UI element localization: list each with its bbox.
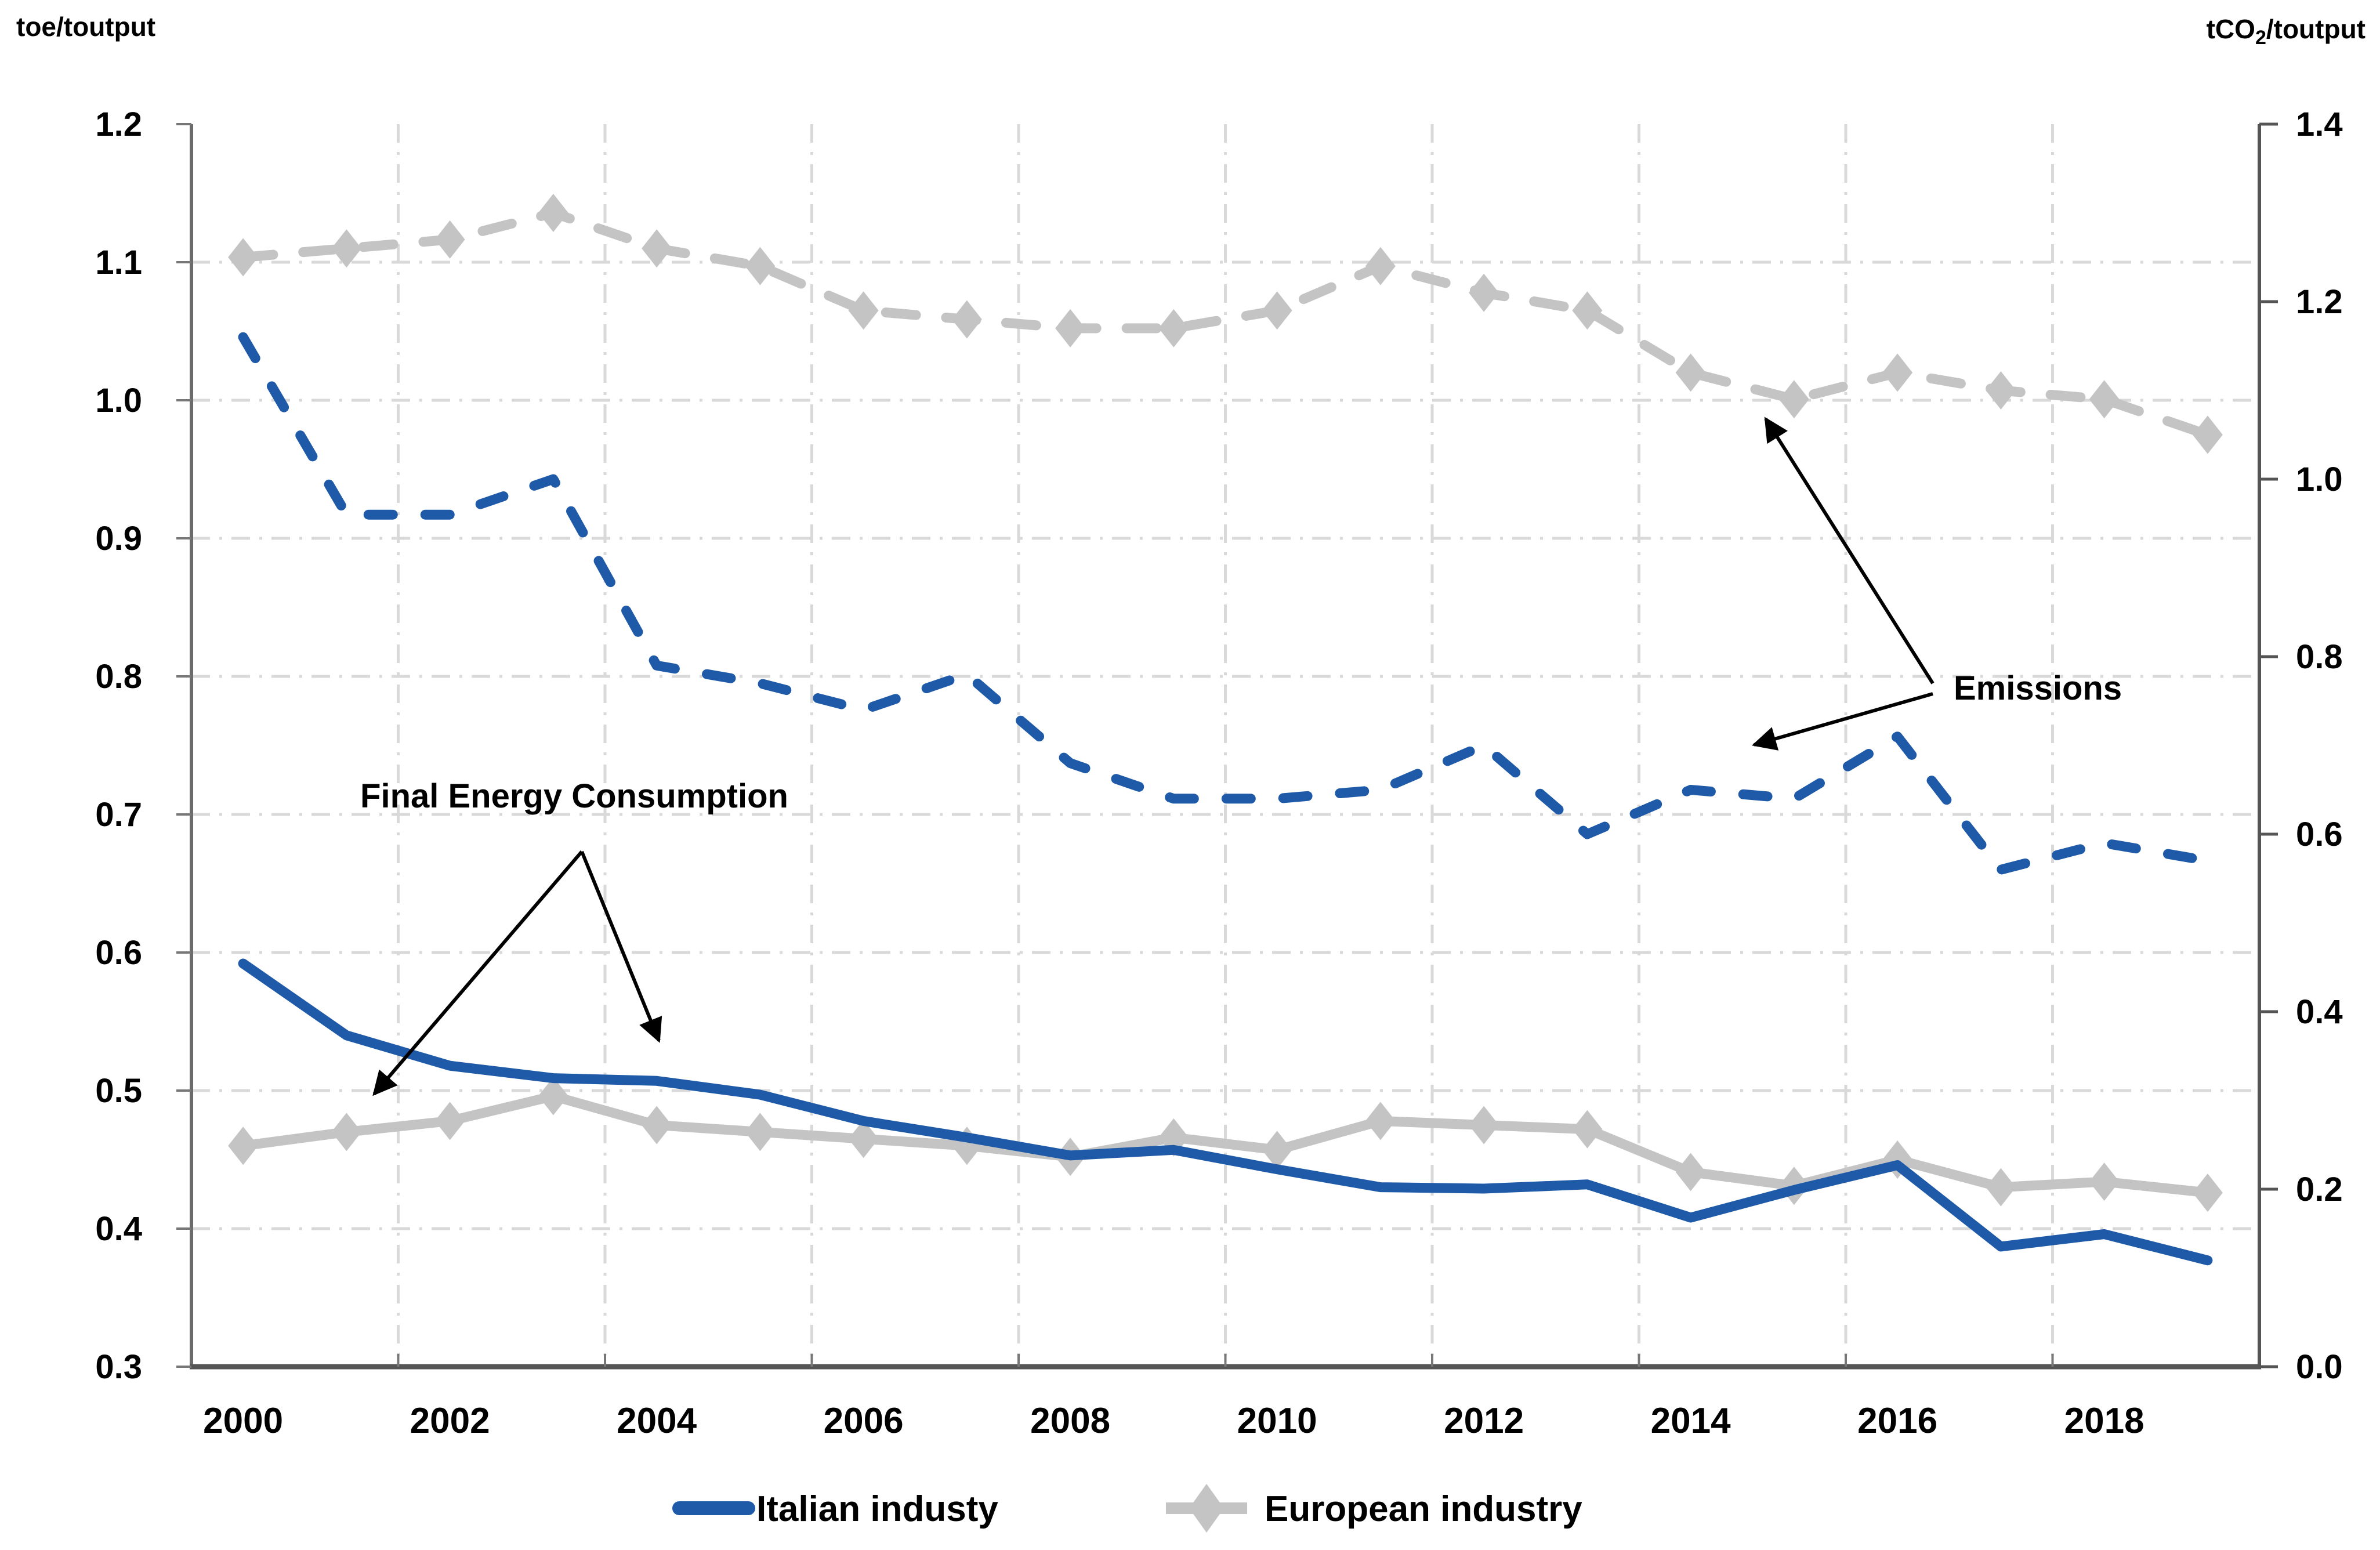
right-axis-tick-label: 0.4 (2296, 993, 2343, 1031)
annotation-arrow-to-italian-emissions (1751, 692, 1933, 751)
series-european-consumption-diamond-marker (2192, 1174, 2223, 1212)
x-axis-tick-label: 2000 (203, 1401, 283, 1441)
series-european-emissions-diamond-marker (2192, 415, 2223, 454)
series-european-emissions-diamond-marker (745, 247, 776, 285)
series-european-emissions-diamond-marker (1262, 291, 1292, 330)
series-european-consumption-diamond-marker (434, 1102, 465, 1140)
annotation-arrow-to-european-emissions (1764, 417, 1935, 685)
x-axis-tick-label: 2016 (1857, 1401, 1937, 1441)
left-axis-tick-label: 0.4 (95, 1210, 142, 1248)
x-axis-tick-label: 2018 (2064, 1401, 2144, 1441)
series-european-emissions-diamond-marker (331, 229, 362, 268)
left-axis-title: toe/toutput (16, 12, 155, 42)
legend-diamond-icon (1189, 1484, 1224, 1533)
annotation-arrow-to-italian-consumption (580, 850, 662, 1043)
series-european-emissions-diamond-marker (1778, 380, 1809, 419)
series-european-emissions-line (238, 208, 2213, 440)
series-european-consumption-diamond-marker (538, 1077, 568, 1116)
legend-item-italian-industy: Italian industy (672, 1489, 998, 1529)
series-european-emissions-diamond-marker (1055, 309, 1086, 347)
series-european-consumption-diamond-marker (228, 1127, 259, 1165)
series-european-emissions-diamond-marker (1158, 309, 1189, 347)
series-italian-consumption-line (238, 958, 2213, 1266)
right-axis-title: tCO2/toutput (2207, 14, 2365, 49)
legend-label-european: European industry (1265, 1489, 1582, 1529)
left-axis-tick-label: 0.8 (95, 658, 142, 696)
right-axis-tick-label: 1.4 (2296, 106, 2343, 143)
series-european-consumption-diamond-marker (642, 1106, 672, 1145)
x-axis-tick-label: 2010 (1237, 1401, 1317, 1441)
left-axis-tick-label: 0.6 (95, 934, 142, 972)
series-european-emissions-diamond-marker (434, 220, 465, 259)
x-axis-tick-label: 2014 (1651, 1401, 1731, 1441)
series-european-emissions-diamond-marker (538, 194, 568, 232)
left-axis-tick-label: 0.3 (95, 1348, 142, 1386)
series-plot (228, 194, 2223, 1266)
annotation-emissions: Emissions (1751, 417, 2122, 751)
right-axis-tick-label: 0.8 (2296, 638, 2343, 676)
series-european-emissions-diamond-marker (1882, 353, 1913, 392)
annotation-final-energy-consumption-label: Final Energy Consumption (360, 777, 788, 815)
series-european-consumption-line (238, 1091, 2213, 1198)
series-italian-emissions-line (238, 332, 2213, 875)
right-axis-tick-label: 1.0 (2296, 461, 2343, 498)
right-axis-tick-label: 0.0 (2296, 1348, 2343, 1386)
left-axis-tick-label: 1.0 (95, 382, 142, 419)
series-european-consumption-diamond-marker (331, 1113, 362, 1151)
x-axis-tick-label: 2012 (1444, 1401, 1524, 1441)
legend-label-italian: Italian industy (756, 1489, 998, 1529)
right-axis-tick-label: 0.6 (2296, 816, 2343, 853)
legend-item-european-industry: European industry (1166, 1484, 1582, 1533)
series-european-emissions-diamond-marker (1365, 247, 1396, 285)
left-axis-tick-label: 0.7 (95, 796, 142, 834)
x-axis-tick-label: 2004 (617, 1401, 697, 1441)
axes (176, 122, 2278, 1370)
series-european-consumption-diamond-marker (1675, 1153, 1706, 1192)
series-european-consumption-diamond-marker (1986, 1168, 2016, 1207)
series-european-consumption-diamond-marker (745, 1113, 776, 1151)
left-axis-tick-label: 0.9 (95, 520, 142, 557)
annotation-arrow-to-european-consumption (372, 850, 584, 1096)
series-european-emissions-diamond-marker (1986, 371, 2016, 410)
gridlines (191, 124, 2259, 1367)
left-axis-tick-label: 1.2 (95, 106, 142, 143)
series-european-emissions-diamond-marker (848, 291, 879, 330)
right-axis-tick-label: 1.2 (2296, 283, 2343, 321)
series-european-emissions-diamond-marker (1675, 353, 1706, 392)
series-european-consumption-diamond-marker (1365, 1102, 1396, 1140)
series-european-emissions-diamond-marker (1572, 291, 1603, 330)
left-axis-tick-label: 1.1 (95, 244, 142, 281)
annotation-emissions-label: Emissions (1954, 669, 2122, 707)
left-axis-tick-label: 0.5 (95, 1072, 142, 1110)
axis-tick-labels: 1.2 1.1 1.0 0.9 0.8 0.7 0.6 0.5 0.4 0.3 1.4 1.2 1.0 0… (95, 106, 2342, 1441)
x-axis-tick-label: 2008 (1030, 1401, 1110, 1441)
series-european-consumption-diamond-marker (848, 1120, 879, 1158)
series-european-consumption-diamond-marker (1469, 1106, 1499, 1145)
series-european-consumption-diamond-marker (2089, 1162, 2120, 1201)
series-european-emissions-diamond-marker (642, 229, 672, 268)
right-axis-tick-label: 0.2 (2296, 1171, 2343, 1208)
series-european-emissions-diamond-marker (951, 300, 982, 339)
x-axis-tick-label: 2006 (824, 1401, 904, 1441)
x-axis-tick-label: 2002 (410, 1401, 490, 1441)
legend: Italian industy European industry (672, 1484, 1582, 1533)
series-european-emissions-diamond-marker (2089, 380, 2120, 419)
series-european-consumption-diamond-marker (1572, 1110, 1603, 1149)
series-european-emissions-diamond-marker (228, 238, 259, 277)
series-european-emissions-diamond-marker (1469, 273, 1499, 312)
series-european-consumption-diamond-marker (1262, 1131, 1292, 1169)
annotation-final-energy-consumption: Final Energy Consumption (360, 777, 788, 1096)
